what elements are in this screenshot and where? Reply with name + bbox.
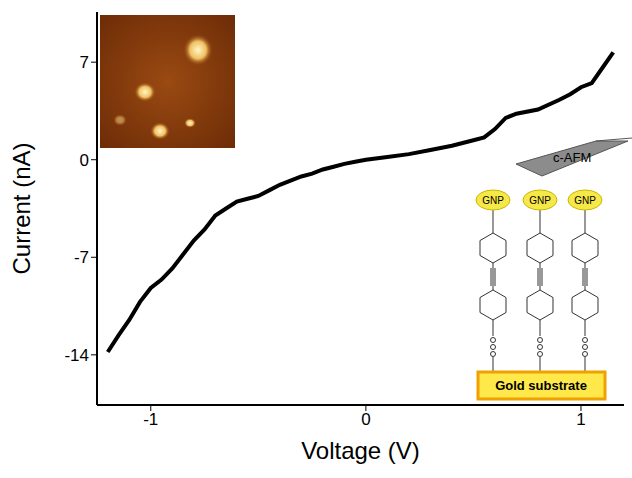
svg-text:GNP: GNP	[482, 195, 504, 206]
svg-text:0: 0	[80, 151, 89, 170]
svg-text:Current (nA): Current (nA)	[8, 142, 35, 274]
svg-text:GNP: GNP	[574, 195, 596, 206]
svg-text:Voltage (V): Voltage (V)	[301, 437, 420, 464]
svg-text:7: 7	[80, 53, 89, 72]
svg-text:-7: -7	[74, 248, 89, 267]
svg-text:-1: -1	[143, 410, 158, 429]
svg-text:Gold substrate: Gold substrate	[495, 378, 587, 393]
svg-text:GNP: GNP	[529, 195, 551, 206]
svg-text:1: 1	[576, 410, 585, 429]
svg-text:0: 0	[361, 410, 370, 429]
svg-text:-14: -14	[64, 346, 89, 365]
svg-text:c-AFM: c-AFM	[553, 150, 591, 165]
